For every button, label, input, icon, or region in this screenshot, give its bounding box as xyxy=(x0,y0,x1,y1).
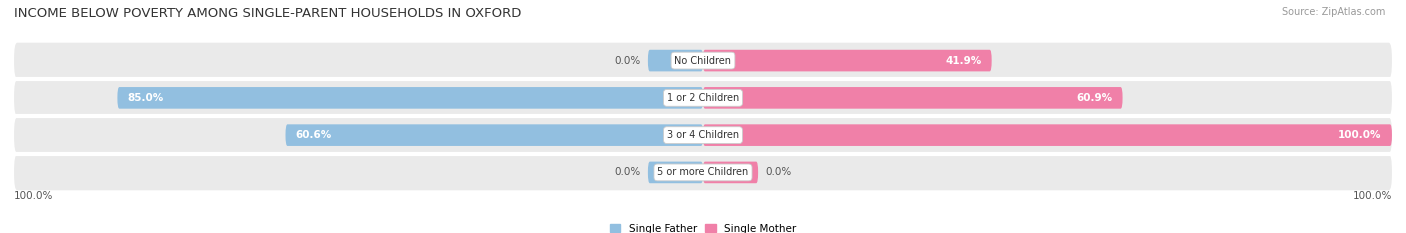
FancyBboxPatch shape xyxy=(703,162,758,183)
FancyBboxPatch shape xyxy=(14,80,1392,116)
Text: 0.0%: 0.0% xyxy=(765,168,792,177)
Text: INCOME BELOW POVERTY AMONG SINGLE-PARENT HOUSEHOLDS IN OXFORD: INCOME BELOW POVERTY AMONG SINGLE-PARENT… xyxy=(14,7,522,20)
Text: 0.0%: 0.0% xyxy=(614,56,641,65)
FancyBboxPatch shape xyxy=(703,124,1392,146)
FancyBboxPatch shape xyxy=(14,117,1392,153)
FancyBboxPatch shape xyxy=(285,124,703,146)
Text: Source: ZipAtlas.com: Source: ZipAtlas.com xyxy=(1281,7,1385,17)
FancyBboxPatch shape xyxy=(14,43,1392,79)
Text: 3 or 4 Children: 3 or 4 Children xyxy=(666,130,740,140)
Text: 85.0%: 85.0% xyxy=(128,93,165,103)
Text: 0.0%: 0.0% xyxy=(614,168,641,177)
Text: 60.6%: 60.6% xyxy=(295,130,332,140)
FancyBboxPatch shape xyxy=(703,87,1122,109)
Text: 100.0%: 100.0% xyxy=(14,191,53,201)
Text: No Children: No Children xyxy=(675,56,731,65)
Text: 100.0%: 100.0% xyxy=(1339,130,1382,140)
Text: 60.9%: 60.9% xyxy=(1076,93,1112,103)
FancyBboxPatch shape xyxy=(14,154,1392,190)
FancyBboxPatch shape xyxy=(648,50,703,71)
Legend: Single Father, Single Mother: Single Father, Single Mother xyxy=(610,224,796,233)
FancyBboxPatch shape xyxy=(703,50,991,71)
Text: 5 or more Children: 5 or more Children xyxy=(658,168,748,177)
FancyBboxPatch shape xyxy=(648,162,703,183)
Text: 1 or 2 Children: 1 or 2 Children xyxy=(666,93,740,103)
FancyBboxPatch shape xyxy=(117,87,703,109)
Text: 41.9%: 41.9% xyxy=(945,56,981,65)
Text: 100.0%: 100.0% xyxy=(1353,191,1392,201)
